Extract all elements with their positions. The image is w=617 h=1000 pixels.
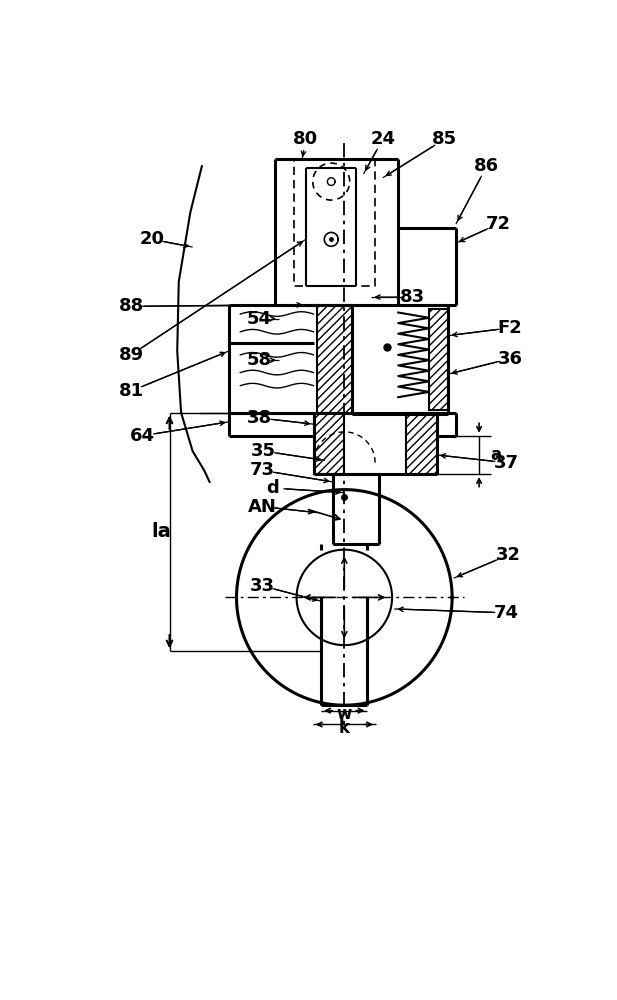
Text: 85: 85	[432, 130, 457, 148]
Text: 35: 35	[251, 442, 276, 460]
Text: 81: 81	[118, 382, 144, 400]
Text: 20: 20	[139, 230, 164, 248]
Text: 89: 89	[118, 346, 144, 364]
Text: 37: 37	[494, 454, 518, 472]
Text: 73: 73	[249, 461, 275, 479]
Text: 54: 54	[247, 310, 272, 328]
Text: 58: 58	[247, 351, 272, 369]
Text: 83: 83	[400, 288, 424, 306]
Text: 36: 36	[497, 350, 523, 368]
Text: 72: 72	[486, 215, 511, 233]
Text: 80: 80	[293, 130, 318, 148]
Text: AN: AN	[247, 498, 276, 516]
Text: la: la	[151, 522, 171, 541]
Text: 38: 38	[247, 409, 272, 427]
Bar	[406, 413, 437, 474]
Text: a: a	[491, 446, 502, 464]
Text: 24: 24	[370, 130, 395, 148]
Bar	[317, 305, 352, 414]
Text: 74: 74	[494, 604, 518, 622]
Text: w: w	[337, 705, 352, 723]
Text: k: k	[339, 719, 350, 737]
Bar	[313, 413, 344, 474]
Text: d: d	[267, 479, 279, 497]
Bar	[429, 309, 449, 410]
Text: 32: 32	[496, 546, 521, 564]
Text: 88: 88	[118, 297, 144, 315]
Text: 64: 64	[130, 427, 155, 445]
Text: F2: F2	[497, 319, 522, 337]
Text: 86: 86	[474, 157, 499, 175]
Text: 33: 33	[249, 577, 275, 595]
